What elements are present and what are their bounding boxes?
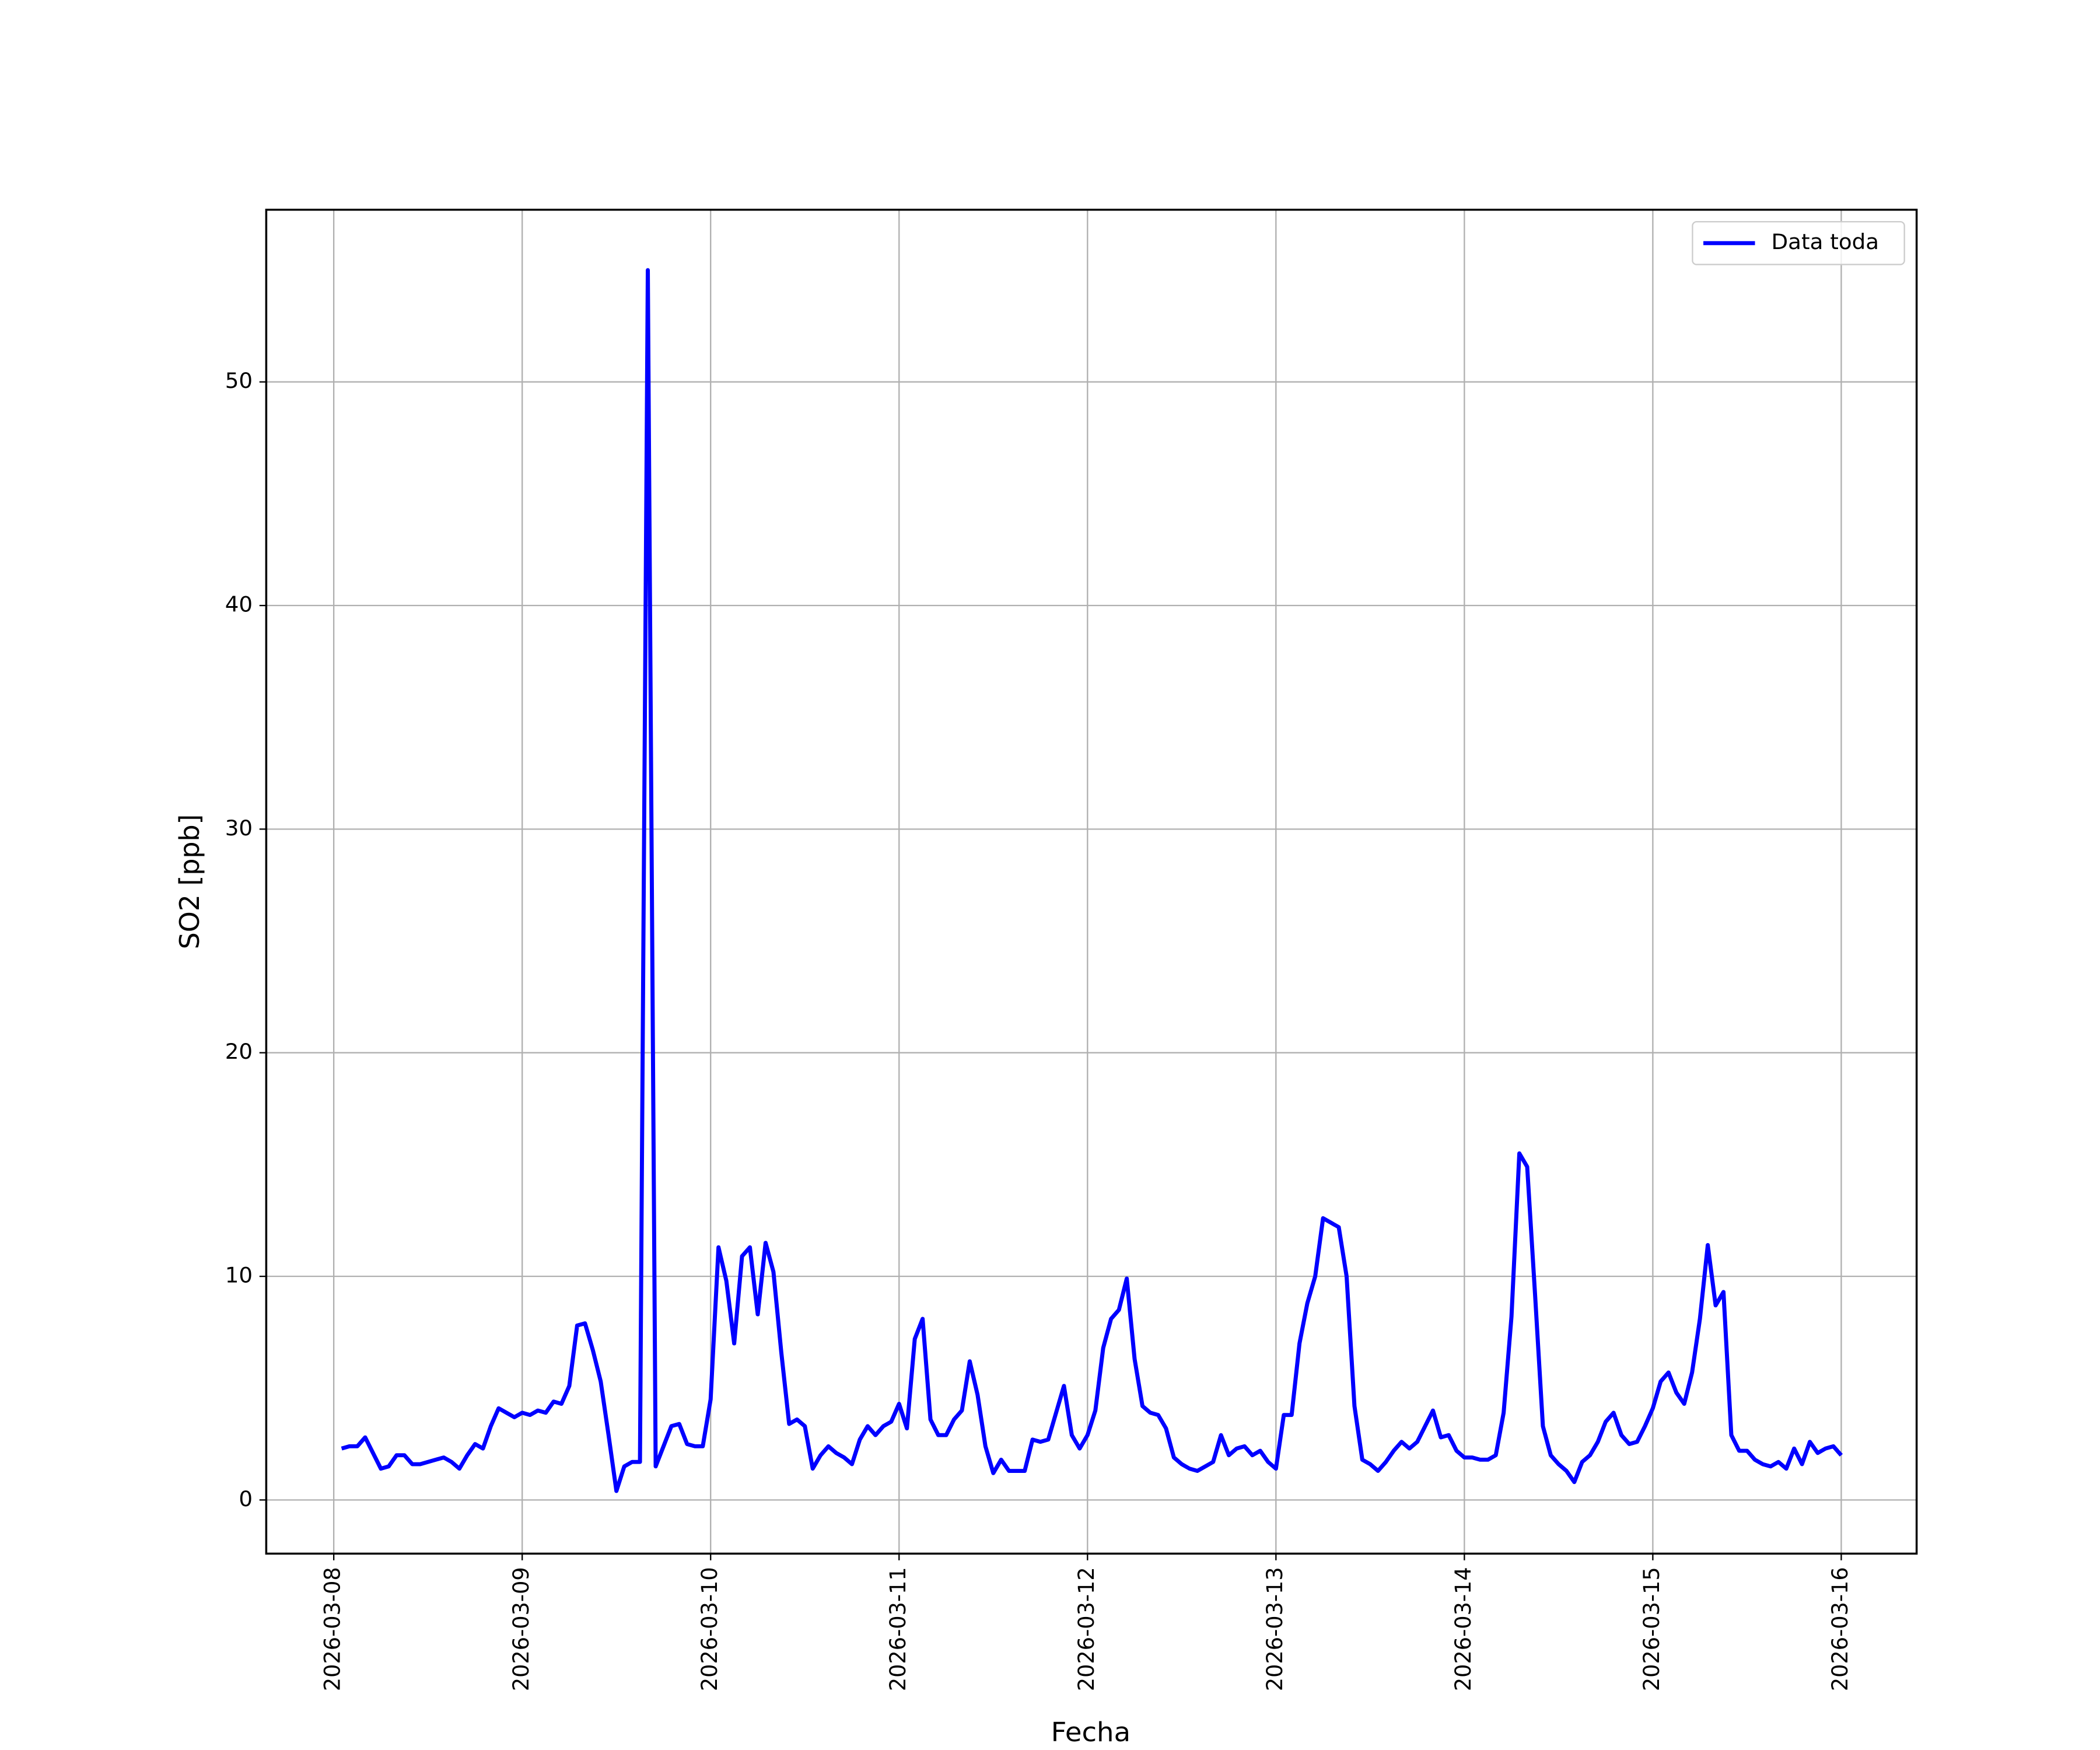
legend-label: Data toda [1771, 229, 1879, 254]
x-tick-label: 2026-03-14 [1451, 1567, 1476, 1691]
x-axis-label: Fecha [1051, 1716, 1131, 1748]
y-tick-label: 10 [225, 1263, 253, 1288]
y-axis-label: SO2 [ppb] [174, 814, 205, 950]
y-tick-label: 30 [225, 816, 253, 841]
data-line [341, 268, 1843, 1493]
x-tick-label: 2026-03-16 [1828, 1567, 1853, 1691]
x-tick-label: 2026-03-08 [320, 1567, 345, 1691]
x-tick-label: 2026-03-12 [1074, 1567, 1099, 1691]
y-tick-label: 20 [225, 1039, 253, 1064]
x-tick-label: 2026-03-13 [1262, 1567, 1287, 1691]
x-tick-label: 2026-03-09 [508, 1567, 533, 1691]
y-tick-label: 40 [225, 592, 253, 617]
x-tick-label: 2026-03-10 [697, 1567, 722, 1691]
x-tick-label: 2026-03-11 [886, 1567, 911, 1691]
y-tick-label: 0 [239, 1486, 253, 1511]
y-tick-label: 50 [225, 368, 253, 393]
legend-box [1692, 221, 1905, 265]
x-tick-label: 2026-03-15 [1639, 1567, 1664, 1691]
plot-frame [265, 208, 1918, 1555]
